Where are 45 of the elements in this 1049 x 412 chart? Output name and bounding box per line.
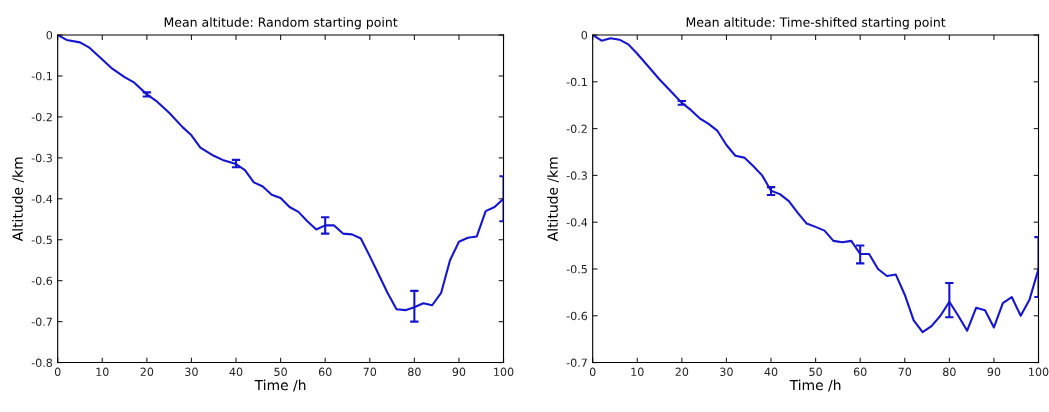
y-axis-title: Altitude /km [547, 157, 559, 242]
chart-title: Mean altitude: Random starting point [164, 17, 398, 30]
y-tick-label: -0.7 [566, 358, 587, 367]
y-tick-label: -0.5 [566, 264, 587, 274]
x-tick-label: 90 [987, 367, 1001, 377]
y-tick-label: -0.6 [566, 311, 588, 321]
y-tick-label: -0.7 [31, 317, 52, 326]
x-tick-label: 70 [363, 367, 377, 377]
y-tick-label: -0.2 [566, 124, 587, 133]
chart-title: Mean altitude: Time-shifted starting point [686, 17, 946, 30]
x-tick-label: 40 [764, 367, 778, 377]
y-tick-label: -0.4 [566, 218, 588, 227]
y-tick-label: -0.4 [31, 194, 53, 204]
x-tick-label: 60 [853, 367, 867, 377]
x-axis-title: Time /h [254, 379, 306, 392]
y-tick-label: -0.3 [566, 171, 587, 180]
y-tick-label: -0.1 [31, 71, 52, 81]
y-tick-label: 0 [581, 30, 588, 40]
x-tick-label: 100 [494, 367, 514, 377]
x-tick-label: 0 [589, 367, 596, 377]
x-tick-label: 20 [140, 367, 154, 377]
x-tick-label: 80 [408, 367, 421, 377]
y-tick-label: 0 [46, 30, 53, 40]
y-axis-title: Altitude /km [12, 157, 24, 242]
x-tick-label: 70 [898, 367, 912, 377]
y-tick-label: -0.2 [31, 112, 52, 122]
y-tick-label: -0.3 [31, 153, 52, 163]
x-tick-label: 40 [229, 367, 243, 377]
y-tick-label: -0.6 [31, 276, 53, 286]
x-tick-label: 90 [452, 367, 466, 377]
x-tick-label: 60 [318, 367, 332, 377]
x-tick-label: 30 [720, 367, 733, 377]
y-tick-label: -0.8 [31, 358, 53, 367]
x-tick-label: 30 [185, 367, 198, 377]
x-tick-label: 0 [54, 367, 61, 377]
x-tick-label: 10 [631, 367, 644, 377]
x-axis-title: Time /h [789, 379, 841, 392]
x-tick-label: 50 [274, 367, 287, 377]
x-tick-label: 100 [1029, 367, 1049, 377]
x-tick-label: 80 [943, 367, 956, 377]
x-tick-label: 50 [809, 367, 822, 377]
y-tick-label: -0.1 [566, 77, 587, 87]
x-tick-label: 10 [96, 367, 109, 377]
x-tick-label: 20 [675, 367, 689, 377]
y-tick-label: -0.5 [31, 235, 52, 245]
